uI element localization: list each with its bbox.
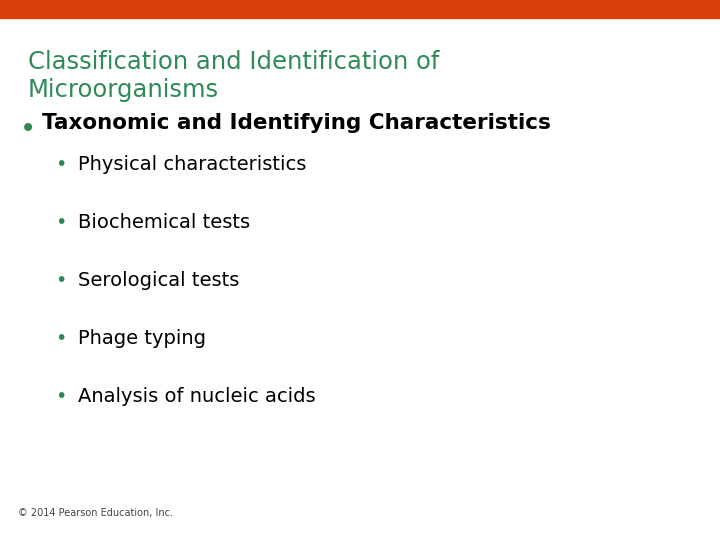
Text: •: • <box>55 155 66 174</box>
Text: •: • <box>55 329 66 348</box>
Text: Microorganisms: Microorganisms <box>28 78 219 102</box>
Text: •: • <box>55 271 66 290</box>
Text: Classification and Identification of: Classification and Identification of <box>28 50 439 74</box>
Text: •: • <box>20 115 36 143</box>
Text: © 2014 Pearson Education, Inc.: © 2014 Pearson Education, Inc. <box>18 508 173 518</box>
Text: Taxonomic and Identifying Characteristics: Taxonomic and Identifying Characteristic… <box>42 113 551 133</box>
Text: Phage typing: Phage typing <box>78 329 206 348</box>
Bar <box>0 0 720 18</box>
Text: Physical characteristics: Physical characteristics <box>78 155 307 174</box>
Text: •: • <box>55 213 66 232</box>
Text: •: • <box>55 387 66 406</box>
Text: Biochemical tests: Biochemical tests <box>78 213 250 232</box>
Text: Analysis of nucleic acids: Analysis of nucleic acids <box>78 387 315 406</box>
Text: Serological tests: Serological tests <box>78 271 239 290</box>
